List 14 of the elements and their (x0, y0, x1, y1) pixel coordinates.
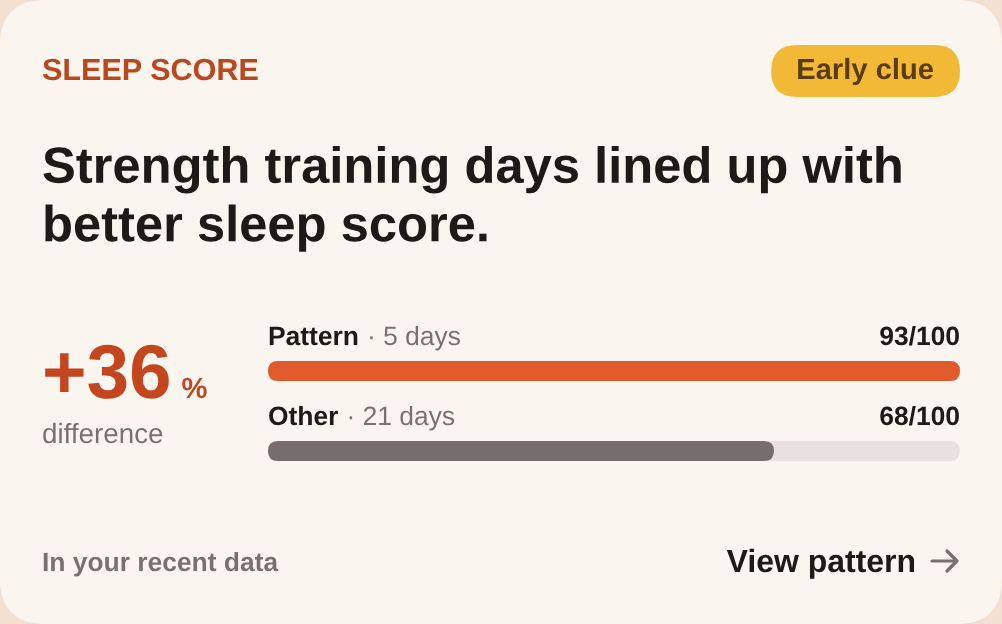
annotation: · 21 days (349, 405, 455, 431)
y-tick-label: Pattern (269, 326, 358, 346)
y-tick-label: Other (269, 405, 338, 426)
text: +36 (45, 344, 169, 399)
data-label: 93/100 (880, 325, 959, 346)
chart-title: SLEEP SCORE (42, 58, 258, 81)
annotation: · 5 days (370, 325, 460, 351)
text: % (182, 377, 207, 399)
text: In your recent data (43, 551, 279, 577)
chart-subtitle: Strength training days lined up with better sleep score. (43, 146, 901, 252)
data-label: 68/100 (880, 405, 959, 426)
text: View pattern (726, 548, 915, 579)
text: difference (43, 422, 163, 444)
text: Early clue (798, 57, 934, 86)
